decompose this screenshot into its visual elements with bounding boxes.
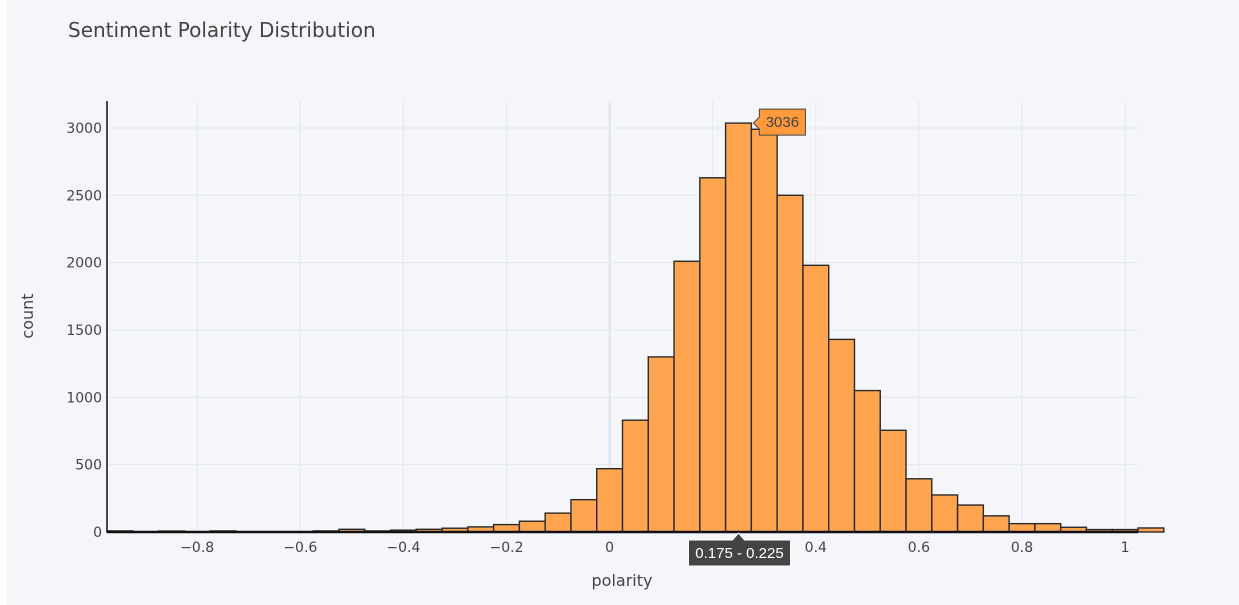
histogram-bar[interactable]	[699, 177, 727, 533]
hover-range-box	[687, 532, 791, 567]
histogram-bar[interactable]	[724, 122, 753, 533]
x-axis-title: polarity	[592, 571, 653, 590]
x-tick-label: −0.4	[386, 540, 420, 556]
x-axis-ticks: −0.8−0.6−0.4−0.200.20.40.60.81	[180, 540, 1129, 556]
histogram-bar[interactable]	[828, 338, 856, 533]
histogram-bar[interactable]	[647, 356, 675, 533]
x-tick-label: 1	[1121, 540, 1130, 556]
x-tick-label: −0.6	[283, 540, 317, 556]
y-tick-label: 3000	[66, 121, 102, 137]
histogram-bar[interactable]	[956, 504, 985, 533]
x-tick-label: 0.4	[805, 540, 827, 556]
histogram-bar[interactable]	[673, 260, 701, 533]
axes	[106, 101, 1138, 534]
x-tick-label: 0	[605, 540, 614, 556]
hover-tooltip: 3036 0.175 - 0.225	[687, 108, 806, 567]
histogram-bar[interactable]	[570, 498, 598, 533]
y-tick-label: 500	[75, 458, 102, 474]
histogram-bar[interactable]	[750, 128, 778, 533]
y-axis-title: count	[18, 293, 37, 338]
histogram-bar[interactable]	[853, 389, 881, 533]
x-tick-label: −0.8	[180, 540, 214, 556]
hover-value-box	[752, 108, 806, 136]
histogram-bar[interactable]	[802, 264, 830, 533]
histogram-bar[interactable]	[1034, 522, 1062, 533]
y-tick-label: 1500	[66, 323, 102, 339]
histogram-bar[interactable]	[518, 520, 546, 533]
x-tick-label: −0.2	[490, 540, 524, 556]
histogram-bar[interactable]	[931, 494, 959, 533]
x-tick-label: 0.6	[908, 540, 930, 556]
histogram-bars[interactable]	[106, 122, 1165, 533]
y-axis-ticks: 0 500 1000 1500 2000 2500 3000	[66, 121, 102, 541]
histogram-bar[interactable]	[544, 512, 572, 533]
histogram-bar[interactable]	[1008, 522, 1036, 533]
y-tick-label: 0	[93, 525, 102, 541]
y-tick-label: 2500	[66, 188, 102, 204]
hover-range-label: 0.175 - 0.225	[695, 545, 783, 562]
histogram-bar[interactable]	[621, 419, 649, 533]
histogram-bar[interactable]	[596, 467, 624, 533]
histogram-bar[interactable]	[879, 429, 907, 533]
histogram-bar[interactable]	[776, 194, 804, 533]
hover-value-label: 3036	[766, 114, 799, 131]
histogram-bar[interactable]	[982, 515, 1010, 533]
histogram-bar[interactable]	[1137, 527, 1165, 533]
y-tick-label: 1000	[66, 390, 102, 406]
x-tick-label: 0.8	[1011, 540, 1033, 556]
histogram-bar[interactable]	[905, 478, 933, 533]
chart-title: Sentiment Polarity Distribution	[68, 18, 376, 42]
y-tick-label: 2000	[66, 256, 102, 272]
